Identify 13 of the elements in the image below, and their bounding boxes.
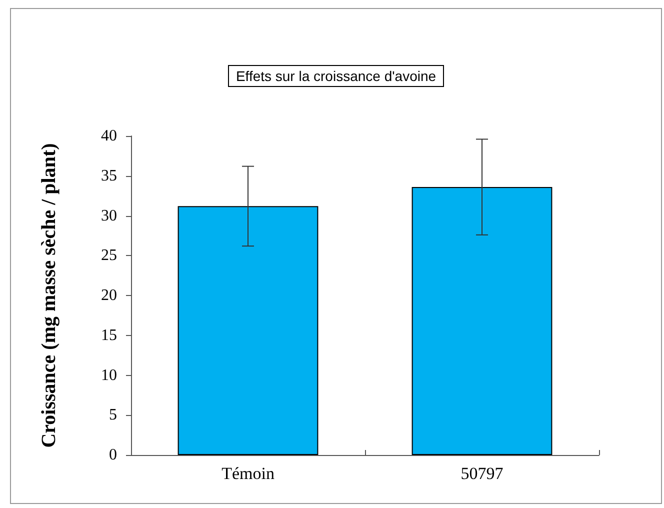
y-tick-label: 20: [101, 287, 117, 304]
y-tick-label: 35: [101, 167, 117, 184]
y-axis-title: Croissance (mg masse sèche / plant): [38, 143, 60, 448]
y-tick-label: 10: [101, 366, 117, 384]
y-tick-label: 15: [101, 326, 117, 344]
y-tick-label: 0: [109, 446, 117, 464]
x-tick-label: Témoin: [222, 464, 275, 483]
y-tick-label: 5: [109, 406, 117, 424]
y-tick-label: 25: [101, 247, 117, 264]
x-tick-label: 50797: [460, 464, 504, 483]
y-tick-label: 30: [101, 207, 117, 224]
y-tick-label: 40: [101, 128, 117, 144]
chart-title: Effets sur la croissance d'avoine: [236, 68, 436, 84]
